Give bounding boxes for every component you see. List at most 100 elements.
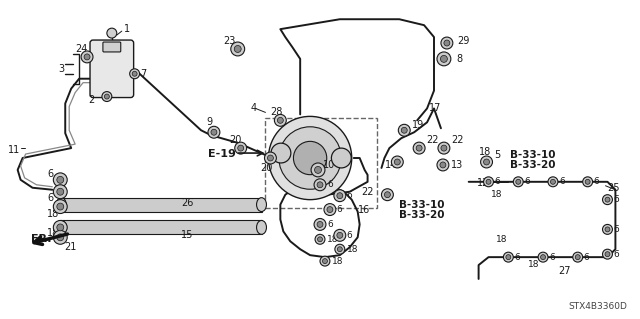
Text: B-33-10: B-33-10 [510,150,556,160]
Circle shape [264,152,276,164]
Circle shape [314,179,326,191]
Circle shape [53,230,67,244]
Text: B-33-20: B-33-20 [510,160,556,170]
Circle shape [548,177,558,187]
Circle shape [102,92,112,101]
Circle shape [416,145,422,151]
Text: 18: 18 [497,235,508,244]
Text: 27: 27 [558,266,570,276]
Text: 6: 6 [327,220,333,229]
Circle shape [516,179,521,184]
Text: 3: 3 [58,64,65,74]
Circle shape [398,124,410,136]
Circle shape [337,247,342,252]
Text: 26: 26 [181,198,193,208]
Circle shape [324,204,336,216]
Circle shape [57,234,64,241]
Text: 25: 25 [607,183,620,193]
Text: STX4B3360D: STX4B3360D [568,302,627,311]
Circle shape [401,127,407,133]
Circle shape [504,252,513,262]
Circle shape [605,252,610,257]
Circle shape [602,249,612,259]
Text: 18: 18 [47,209,60,219]
Circle shape [513,177,524,187]
Circle shape [293,141,327,175]
Text: 6: 6 [559,177,564,186]
Circle shape [573,252,582,262]
Text: 29: 29 [457,36,469,46]
Bar [61,220,262,234]
Ellipse shape [257,220,266,234]
Text: B-33-10: B-33-10 [399,200,445,210]
Text: 18: 18 [332,256,344,266]
Ellipse shape [257,198,266,211]
Circle shape [132,71,137,76]
Text: 6: 6 [515,253,520,262]
Circle shape [317,182,323,188]
Text: 28: 28 [271,108,283,117]
Circle shape [585,179,590,184]
Circle shape [605,197,610,202]
Ellipse shape [56,198,66,211]
Bar [266,118,376,208]
Text: 6: 6 [549,253,555,262]
Circle shape [334,229,346,241]
Circle shape [275,115,286,126]
Text: 22: 22 [426,135,438,145]
Circle shape [438,142,450,154]
Circle shape [130,69,140,79]
Circle shape [413,142,425,154]
Text: 8: 8 [457,54,463,64]
Circle shape [279,127,341,189]
Text: 18: 18 [528,260,540,269]
Text: 5: 5 [495,150,500,160]
Circle shape [57,224,64,231]
Bar [61,198,262,211]
Circle shape [538,252,548,262]
Text: 18: 18 [479,147,491,157]
Circle shape [337,193,343,199]
Circle shape [320,256,330,266]
Circle shape [107,28,116,38]
Circle shape [268,116,352,200]
Circle shape [81,51,93,63]
Circle shape [268,155,273,161]
Circle shape [437,52,451,66]
Circle shape [314,219,326,230]
Circle shape [575,255,580,260]
Circle shape [486,179,491,184]
Text: 12: 12 [477,178,489,188]
Text: E-19: E-19 [208,149,236,159]
Circle shape [237,145,244,151]
Circle shape [317,237,323,242]
Circle shape [605,227,610,232]
Text: 1: 1 [124,24,130,34]
Text: 16: 16 [358,204,370,215]
Circle shape [335,244,345,254]
Text: 20: 20 [229,135,241,145]
Circle shape [53,173,67,187]
Circle shape [317,221,323,227]
Text: 24: 24 [75,44,88,54]
Circle shape [334,190,346,202]
Text: 23: 23 [223,36,236,46]
Circle shape [481,156,493,168]
Text: FR.: FR. [31,234,51,244]
Text: 6: 6 [337,205,342,214]
Circle shape [315,234,325,244]
Circle shape [484,177,493,187]
Text: 18: 18 [47,228,60,238]
Circle shape [53,200,67,213]
Text: 14: 14 [385,160,397,170]
Circle shape [602,195,612,204]
Text: 18: 18 [347,245,358,254]
Text: 6: 6 [613,250,619,259]
Circle shape [582,177,593,187]
Circle shape [394,159,400,165]
Circle shape [231,42,244,56]
Text: 15: 15 [181,230,193,240]
Text: 6: 6 [584,253,589,262]
Circle shape [311,163,325,177]
Circle shape [57,176,64,183]
